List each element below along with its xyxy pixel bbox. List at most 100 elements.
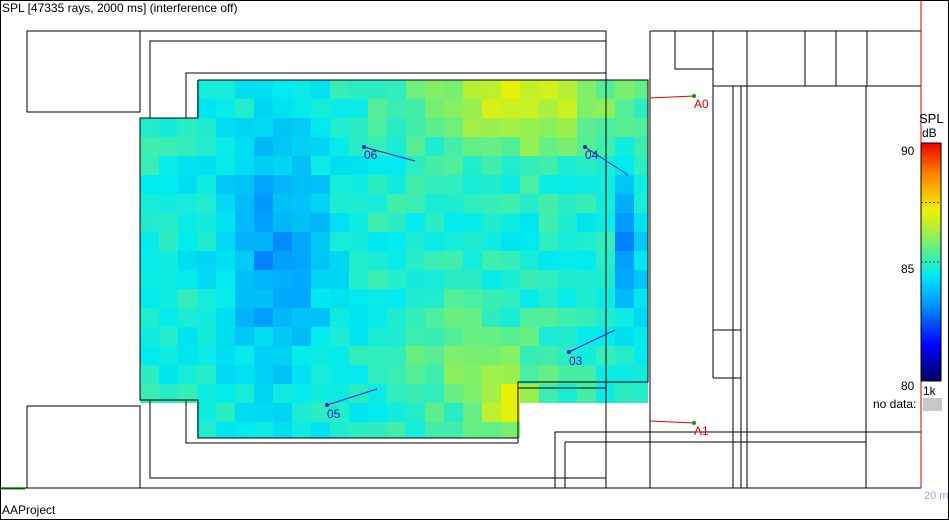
heatmap-cell (634, 251, 648, 270)
heatmap-cell (482, 422, 501, 438)
heatmap-cell (197, 289, 216, 308)
heatmap-cell (634, 232, 648, 251)
heatmap-cell (254, 232, 273, 251)
heatmap-cell (273, 251, 292, 270)
heatmap-cell (463, 289, 482, 308)
heatmap-cell (216, 289, 235, 308)
heatmap-cell (501, 403, 520, 422)
heatmap-cell (140, 384, 159, 403)
heatmap-cell (349, 403, 368, 422)
heatmap-cell (273, 308, 292, 327)
legend-tick-85: 85 (901, 262, 915, 276)
floorplan-walls (0, 0, 922, 489)
heatmap-cell (235, 80, 254, 99)
heatmap-cell (349, 365, 368, 384)
heatmap-cell (349, 327, 368, 346)
heatmap-cell (444, 99, 463, 118)
wall-box-top-right (674, 30, 714, 70)
heatmap-cell (311, 213, 330, 232)
heatmap-cell (387, 308, 406, 327)
heatmap-cell (444, 346, 463, 365)
heatmap-cell (235, 270, 254, 289)
heatmap-cell (311, 251, 330, 270)
heatmap-cell (577, 99, 596, 118)
heatmap-cell (368, 194, 387, 213)
heatmap-cell (501, 175, 520, 194)
heatmap-cell (482, 251, 501, 270)
heatmap-cell (539, 251, 558, 270)
heatmap-cell (235, 118, 254, 137)
heatmap-cell (444, 270, 463, 289)
heatmap-cell (292, 422, 311, 438)
source-ray (649, 95, 695, 99)
heatmap-cell (216, 137, 235, 156)
heatmap-cell (425, 403, 444, 422)
heatmap-cell (292, 80, 311, 99)
heatmap-cell (197, 365, 216, 384)
heatmap-cell (368, 175, 387, 194)
heatmap-cell (178, 308, 197, 327)
heatmap-cell (235, 327, 254, 346)
heatmap-cell (273, 194, 292, 213)
heatmap-cell (406, 118, 425, 137)
legend-band: 1k (923, 384, 936, 398)
heatmap-cell (406, 327, 425, 346)
heatmap-cell (311, 422, 330, 438)
wall-box-right-2 (835, 30, 868, 87)
wall-box-right-1 (804, 30, 837, 87)
heatmap-cell (501, 251, 520, 270)
heatmap-cell (235, 99, 254, 118)
heatmap-cell (140, 289, 159, 308)
heatmap-cell (520, 384, 539, 403)
heatmap-cell (254, 346, 273, 365)
heatmap-cell (463, 175, 482, 194)
heatmap-cell (349, 175, 368, 194)
heatmap-cell (254, 289, 273, 308)
heatmap-cell (406, 289, 425, 308)
heatmap-cell (159, 384, 178, 403)
heatmap-cell (425, 118, 444, 137)
heatmap-cell (235, 422, 254, 438)
heatmap-cell (463, 156, 482, 175)
heatmap-cell (463, 137, 482, 156)
heatmap-cell (273, 346, 292, 365)
heatmap-cell (273, 365, 292, 384)
heatmap-cell (159, 365, 178, 384)
heatmap-cell (140, 327, 159, 346)
heatmap-cell (311, 346, 330, 365)
heatmap-cell (558, 118, 577, 137)
heatmap-cell (197, 327, 216, 346)
wall-block-top-left (26, 30, 141, 113)
heatmap-cell (558, 270, 577, 289)
heatmap-cell (615, 384, 634, 403)
spl-heatmap (140, 80, 648, 438)
heatmap-cell (235, 384, 254, 403)
heatmap-cell (558, 384, 577, 403)
heatmap-cell (444, 384, 463, 403)
heatmap-cell (273, 80, 292, 99)
receiver-label-05: 05 (327, 407, 341, 421)
heatmap-cell (501, 289, 520, 308)
heatmap-cell (235, 251, 254, 270)
heatmap-cell (235, 213, 254, 232)
legend-unit: dB (922, 126, 937, 140)
heatmap-cell (235, 137, 254, 156)
heatmap-cell (406, 232, 425, 251)
heatmap-cell (311, 270, 330, 289)
heatmap-cell (159, 327, 178, 346)
heatmap-cell (235, 289, 254, 308)
heatmap-cell (330, 327, 349, 346)
heatmap-cell (539, 232, 558, 251)
heatmap-cell (311, 118, 330, 137)
heatmap-cell (197, 346, 216, 365)
heatmap-cell (197, 232, 216, 251)
heatmap-cell (159, 156, 178, 175)
heatmap-cell (273, 213, 292, 232)
heatmap-cell (235, 194, 254, 213)
heatmap-cell (330, 175, 349, 194)
wall-box-bottom-right (554, 431, 867, 489)
heatmap-cell (444, 80, 463, 99)
heatmap-cell (159, 118, 178, 137)
heatmap-cell (368, 289, 387, 308)
